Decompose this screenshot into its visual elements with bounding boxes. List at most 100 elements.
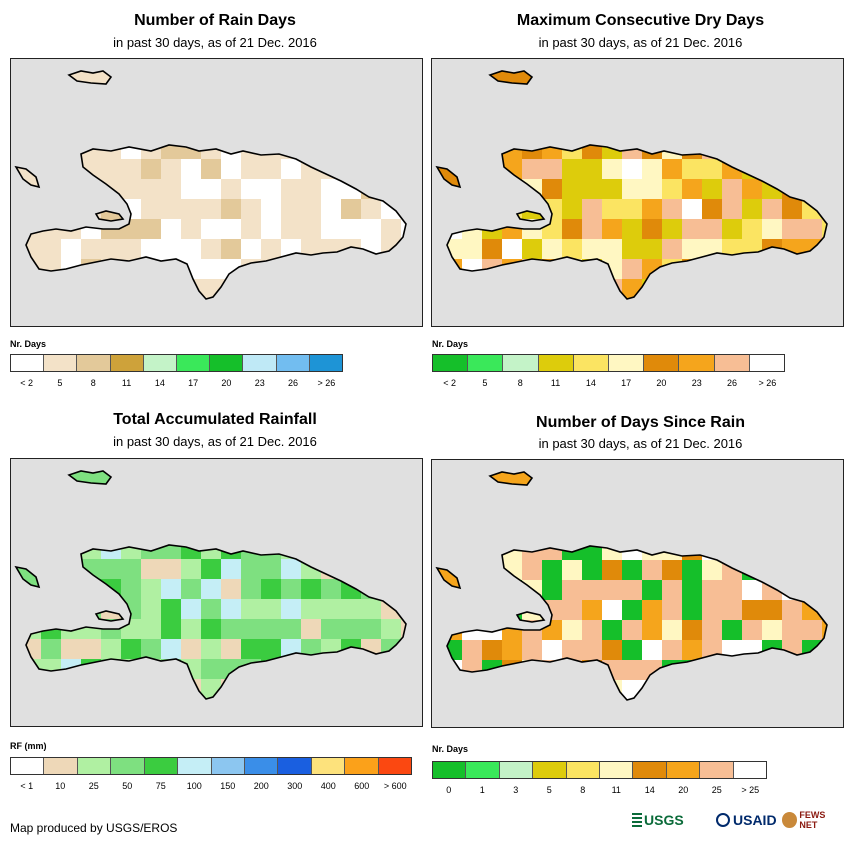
grid-cell (562, 239, 582, 259)
grid-cell (522, 640, 542, 660)
grid-cell (361, 299, 381, 319)
panel-subtitle: in past 30 days, as of 21 Dec. 2016 (538, 436, 743, 451)
grid-cell (822, 299, 842, 319)
grid-cell (802, 145, 822, 159)
legend-label: 11 (121, 378, 132, 388)
grid-cell (321, 619, 341, 639)
grid-cell (682, 700, 702, 720)
panel-title: Number of Days Since Rain (536, 414, 745, 431)
grid-cell (802, 159, 822, 179)
grid-cell (722, 546, 742, 560)
grid-cell (462, 580, 482, 600)
grid-cell (822, 259, 827, 279)
legend-bar (10, 354, 343, 372)
grid-cell (381, 179, 401, 199)
grid-cell (181, 159, 201, 179)
grid-cell (121, 259, 141, 279)
grid-cell (381, 259, 401, 279)
grid-cell (742, 700, 762, 720)
grid-cell (241, 279, 261, 299)
grid-cell (361, 159, 381, 179)
grid-cell (662, 179, 682, 199)
legend-label: 23 (691, 378, 702, 388)
grid-cell (81, 699, 101, 719)
grid-cell (161, 179, 181, 199)
grid-cell (221, 145, 241, 159)
grid-cell (341, 159, 361, 179)
grid-cell (341, 259, 361, 279)
grid-cell (682, 239, 702, 259)
grid-cell (221, 239, 241, 259)
grid-cell (41, 259, 61, 279)
grid-cell (762, 145, 782, 159)
grid-cell (401, 199, 406, 219)
grid-cell (742, 219, 762, 239)
grid-cell (682, 680, 702, 700)
grid-cell (281, 599, 301, 619)
coastline (446, 545, 828, 701)
legend-swatch (11, 355, 45, 371)
legend-swatch (44, 355, 78, 371)
legend-title: RF (mm) (10, 741, 47, 751)
grid-cell (301, 679, 321, 699)
grid-cell (141, 559, 161, 579)
grid-cell (81, 239, 101, 259)
grid-cell (542, 239, 562, 259)
grid-cell (341, 145, 361, 159)
map-total-rainfall[interactable] (10, 458, 423, 727)
islet-fill (16, 567, 39, 587)
legend-swatch (77, 758, 112, 774)
legend-label: 8 (580, 785, 586, 795)
grid-cell (281, 219, 301, 239)
grid-cell (722, 239, 742, 259)
grid-cell (141, 579, 161, 599)
grid-cell (762, 660, 782, 680)
grid-cell (26, 599, 41, 619)
legend-swatch (276, 355, 310, 371)
grid-cell (482, 560, 502, 580)
grid-cell (26, 679, 41, 699)
grid-cell (401, 599, 406, 619)
grid-cell (742, 546, 762, 560)
map-dry-days[interactable] (431, 58, 844, 327)
grid-cell (782, 159, 802, 179)
grid-cell (361, 619, 381, 639)
grid-cell (161, 199, 181, 219)
grid-cell (462, 239, 482, 259)
grid-cell (301, 559, 321, 579)
grid-cell (822, 219, 827, 239)
legend-label: 14 (154, 378, 165, 388)
grid-cell (61, 639, 81, 659)
grid-cell (542, 660, 562, 680)
legend-swatch (144, 758, 179, 774)
map-rain-days[interactable] (10, 58, 423, 327)
grid-cell (622, 560, 642, 580)
grid-cell (361, 559, 381, 579)
grid-cell (447, 546, 462, 560)
grid-cell (562, 600, 582, 620)
coastline (488, 70, 534, 85)
legend-swatch (609, 355, 645, 371)
grid-cell (702, 680, 722, 700)
grid-cell (161, 659, 181, 679)
grid-cell (41, 179, 61, 199)
grid-cell (582, 145, 602, 159)
panel-subtitle: in past 30 days, as of 21 Dec. 2016 (113, 35, 317, 50)
grid-cell (241, 579, 261, 599)
grid-cell (522, 680, 542, 700)
grid-cell (602, 299, 622, 319)
grid-cell (321, 545, 341, 559)
grid-cell (642, 259, 662, 279)
grid-cell (502, 700, 522, 720)
grid-cell (722, 700, 742, 720)
grid-cell (602, 700, 622, 720)
grid-cell (802, 299, 822, 319)
grid-cell (822, 660, 827, 680)
grid-cell (41, 639, 61, 659)
grid-cell (782, 145, 802, 159)
grid-cell (321, 199, 341, 219)
map-days-since-rain[interactable] (431, 459, 844, 728)
grid-cell (41, 145, 61, 159)
grid-cell (401, 179, 406, 199)
grid-cell (622, 580, 642, 600)
